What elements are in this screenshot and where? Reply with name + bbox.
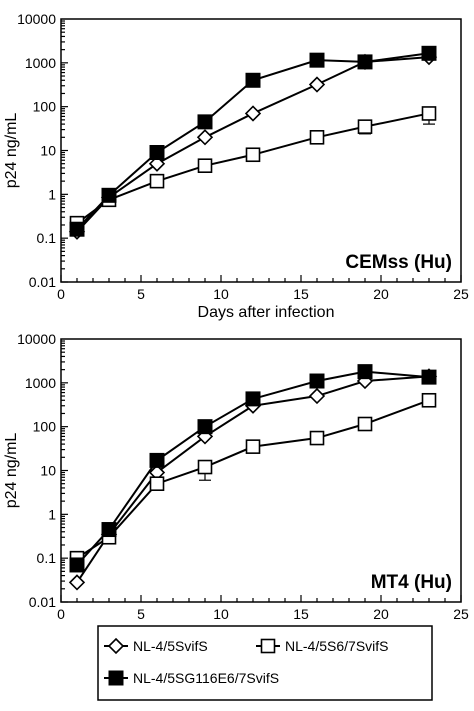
series-line: [76, 112, 430, 224]
series-line: [76, 56, 430, 233]
data-point: [245, 147, 261, 163]
series-nl-4-5sg116e6-7svifs: [69, 364, 437, 573]
data-point: [68, 574, 86, 591]
data-point: [197, 459, 213, 475]
data-point: [149, 476, 165, 491]
y-tick-label: 1000: [25, 375, 56, 391]
data-point: [101, 522, 117, 538]
y-tick-label: 1: [48, 186, 56, 202]
series-nl-4-5s6-7svifs: [69, 392, 437, 566]
chart-panel-cemss: 0 5 10 15 20 25 0.01 0.1 1 10 100 1000 10000 Days aft…: [3, 11, 469, 321]
data-point: [101, 187, 117, 203]
x-tick-label: 10: [213, 606, 229, 622]
data-point: [244, 105, 262, 122]
data-point: [196, 129, 214, 146]
y-tick-label: 1: [48, 506, 56, 522]
x-tick-label: 25: [453, 286, 469, 302]
data-point: [421, 45, 437, 61]
data-point: [421, 392, 437, 408]
data-point: [308, 387, 326, 405]
y-tick-label: 10: [40, 143, 56, 159]
panel-label: MT4 (Hu): [371, 572, 452, 593]
data-point: [357, 364, 373, 380]
data-point: [197, 419, 213, 435]
data-point: [149, 173, 165, 189]
x-tick-label: 5: [137, 606, 145, 622]
legend-item-nl-4-5sg116e6-7svifs: NL-4/5SG116E6/7SvifS: [104, 670, 279, 686]
x-tick-label: 20: [373, 286, 389, 302]
data-point: [197, 114, 213, 130]
series-nl-4-5s6-7svifs: [69, 106, 437, 231]
data-point: [149, 145, 165, 161]
legend-label: NL-4/5S6/7SvifS: [285, 638, 389, 654]
data-point: [357, 416, 373, 432]
series-line: [76, 375, 430, 583]
data-point: [308, 76, 326, 93]
data-point: [357, 119, 373, 134]
data-point: [309, 52, 325, 68]
data-point: [309, 130, 325, 145]
x-tick-label: 15: [293, 606, 309, 622]
y-axis-title: p24 ng/mL: [3, 433, 20, 509]
x-tick-label: 0: [57, 606, 65, 622]
y-tick-label: 0.1: [37, 550, 57, 566]
y-tick-label: 1000: [25, 55, 56, 71]
legend-label: NL-4/5SG116E6/7SvifS: [133, 670, 279, 686]
y-tick-label: 10: [40, 463, 56, 479]
y-tick-label: 0.01: [29, 274, 56, 290]
panel-label: CEMss (Hu): [345, 252, 452, 273]
series-nl-4-5sg116e6-7svifs: [69, 45, 437, 237]
y-tick-label: 10000: [17, 11, 56, 27]
y-tick-label: 10000: [17, 331, 56, 347]
series-line: [76, 52, 430, 230]
x-tick-label: 5: [137, 286, 145, 302]
x-axis-title: Days after infection: [198, 304, 335, 321]
series-line: [76, 370, 430, 566]
data-point: [357, 54, 373, 70]
data-point: [421, 369, 437, 385]
data-point: [309, 373, 325, 389]
legend-item-nl-4-5svifs: NL-4/5SvifS: [104, 637, 208, 655]
series-line: [76, 399, 430, 560]
x-tick-label: 10: [213, 286, 229, 302]
legend-marker: [260, 638, 276, 654]
legend-item-nl-4-5s6-7svifs: NL-4/5S6/7SvifS: [256, 638, 389, 654]
y-axis-title: p24 ng/mL: [3, 113, 20, 189]
x-tick-label: 20: [373, 606, 389, 622]
data-point: [245, 391, 261, 407]
x-tick-label: 15: [293, 286, 309, 302]
legend-box: [97, 625, 433, 701]
x-tick-label: 25: [453, 606, 469, 622]
legend-label: NL-4/5SvifS: [133, 638, 208, 654]
legend-marker: [107, 637, 125, 655]
legend-marker: [108, 670, 124, 686]
y-tick-label: 0.01: [29, 594, 56, 610]
data-point: [148, 155, 166, 172]
data-point: [421, 106, 437, 121]
data-point: [309, 430, 325, 446]
data-point: [69, 221, 85, 237]
y-tick-label: 100: [33, 419, 57, 435]
data-point: [69, 557, 85, 573]
legend: NL-4/5SvifS NL-4/5S6/7SvifS NL-4/5SG116E6/…: [97, 625, 433, 701]
x-tick-label: 0: [57, 286, 65, 302]
data-point: [245, 72, 261, 88]
y-tick-label: 100: [33, 99, 57, 115]
data-point: [149, 452, 165, 468]
data-point: [245, 439, 261, 454]
data-point: [197, 158, 213, 174]
y-tick-label: 0.1: [37, 230, 57, 246]
